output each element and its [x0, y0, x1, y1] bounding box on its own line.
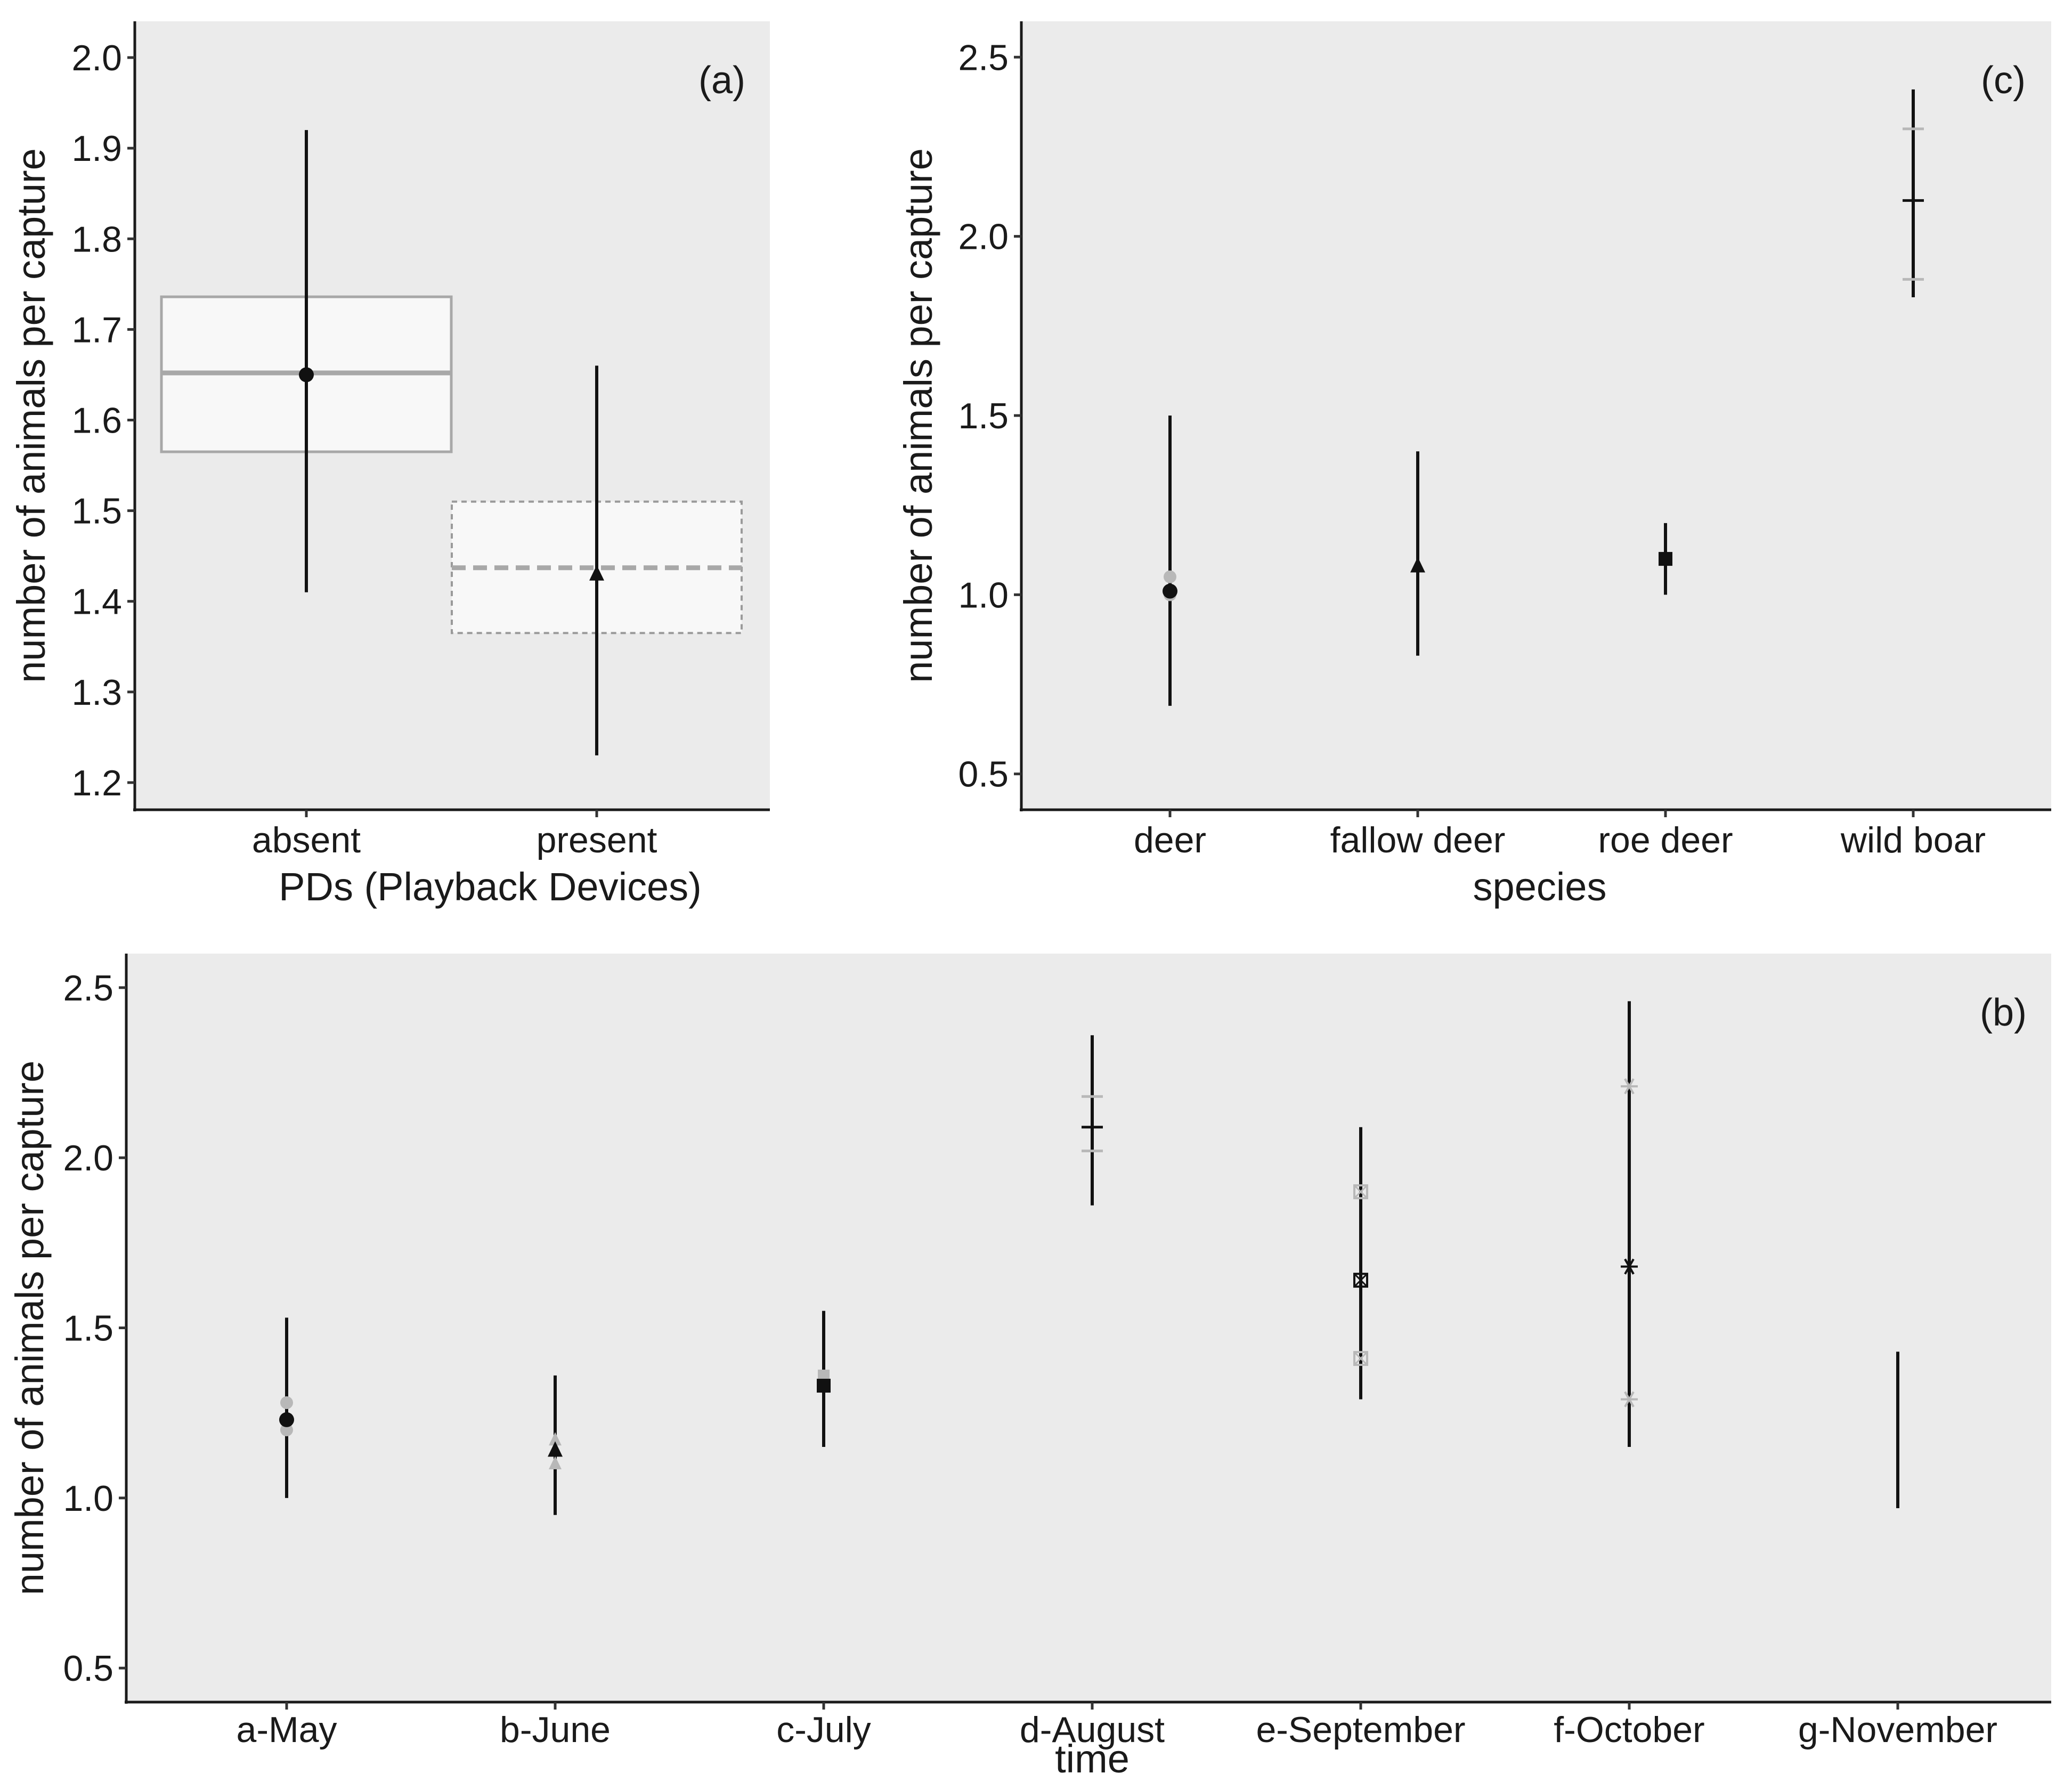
- mean-marker-c-July: [817, 1379, 831, 1393]
- ghost-marker-b-June-0: [549, 1432, 562, 1446]
- x-tick-label: f-October: [1554, 1710, 1704, 1750]
- y-tick-label: 2.5: [958, 37, 1009, 78]
- series-point-absent: [299, 130, 314, 592]
- ghost-marker-a-May-0: [280, 1396, 293, 1409]
- x-axis-title: species: [1473, 865, 1607, 909]
- series-point-fallow deer: [1410, 451, 1425, 656]
- mean-marker-f-October: [1621, 1258, 1638, 1275]
- series-point-d-August: [1082, 1035, 1103, 1206]
- y-tick-label: 2.0: [71, 38, 122, 78]
- y-tick-label: 1.3: [71, 672, 122, 713]
- y-tick-label: 1.6: [71, 401, 122, 441]
- y-tick-label: 1.2: [71, 763, 122, 803]
- mean-marker-roe deer: [1659, 552, 1672, 566]
- x-tick-label: b-June: [500, 1710, 611, 1750]
- mean-marker-fallow deer: [1410, 557, 1425, 573]
- series-point-wild boar: [1903, 89, 1924, 297]
- y-tick-label: 1.5: [958, 396, 1009, 436]
- y-tick-label: 0.5: [63, 1648, 113, 1689]
- x-axis-title: PDs (Playback Devices): [279, 865, 702, 909]
- series-point-f-October: [1621, 1001, 1638, 1447]
- y-tick-label: 1.8: [71, 219, 122, 259]
- mean-marker-e-September-box: [1353, 1273, 1368, 1288]
- x-tick-label: roe deer: [1598, 820, 1733, 860]
- ghost-marker-e-September-0: [1353, 1184, 1368, 1200]
- ghost-marker-f-October-0: [1621, 1078, 1638, 1095]
- mean-marker-deer: [1163, 583, 1177, 599]
- series-point-e-September: [1353, 1127, 1368, 1400]
- y-axis-title: number of animals per capture: [9, 148, 53, 683]
- panel-label-a: (a): [698, 59, 745, 102]
- y-tick-label: 0.5: [958, 754, 1009, 795]
- series-point-c-July: [817, 1311, 831, 1447]
- y-tick-label: 2.0: [958, 217, 1009, 257]
- series-point-b-June: [548, 1375, 563, 1515]
- x-tick-label: wild boar: [1840, 820, 1986, 860]
- y-axis-title: number of animals per capture: [7, 1061, 52, 1596]
- panel-background: [1021, 21, 2051, 810]
- mean-marker-b-June: [548, 1441, 563, 1457]
- ghost-marker-e-September-0-x2: [1353, 1184, 1368, 1199]
- ghost-marker-deer-0: [1164, 570, 1176, 583]
- x-tick-label: fallow deer: [1330, 820, 1506, 860]
- y-tick-label: 1.0: [958, 575, 1009, 615]
- y-tick-label: 1.0: [63, 1478, 113, 1519]
- series-point-deer: [1163, 416, 1177, 706]
- ghost-marker-c-July-0: [818, 1369, 830, 1381]
- ghost-marker-e-September-1-box: [1353, 1350, 1368, 1366]
- y-tick-label: 1.5: [71, 491, 122, 532]
- y-axis-title: number of animals per capture: [896, 148, 940, 683]
- panel-b: 0.5 1.0 1.5 2.0 2.5 a-May b-June c-July d-August…: [7, 954, 2051, 1781]
- series-point-a-May: [279, 1317, 294, 1498]
- x-tick-label: absent: [252, 820, 361, 860]
- y-tick-label: 1.7: [71, 310, 122, 350]
- ghost-marker-b-June-1: [549, 1455, 562, 1469]
- ghost-marker-e-September-1-x2: [1353, 1351, 1368, 1366]
- ghost-marker-f-October-1: [1621, 1391, 1638, 1407]
- x-tick-label: e-September: [1256, 1710, 1465, 1750]
- mean-marker-e-September-x2: [1353, 1273, 1368, 1288]
- x-tick-label: d-August: [1020, 1710, 1165, 1750]
- series-point-roe deer: [1659, 523, 1672, 595]
- x-tick-label: c-July: [776, 1710, 871, 1750]
- panel-label-b: (b): [1980, 991, 2027, 1034]
- mean-marker-e-September: [1353, 1273, 1368, 1288]
- panel-label-c: (c): [1981, 59, 2026, 102]
- ghost-marker-e-September-0-box: [1353, 1184, 1368, 1200]
- y-tick-label: 1.5: [63, 1308, 113, 1349]
- ghost-marker-f-October-0-arm-3: [1624, 1078, 1635, 1095]
- mean-marker-absent: [299, 367, 314, 383]
- x-tick-label: present: [537, 820, 657, 860]
- mean-marker-a-May: [279, 1412, 294, 1427]
- mean-marker-present: [589, 565, 604, 581]
- x-tick-label: g-November: [1798, 1710, 1997, 1750]
- x-axis-title: time: [1055, 1737, 1130, 1781]
- y-tick-label: 2.0: [63, 1138, 113, 1178]
- series-point-present: [589, 365, 604, 755]
- y-tick-label: 2.5: [63, 968, 113, 1008]
- ghost-marker-f-October-1-arm-3: [1624, 1391, 1635, 1407]
- ghost-marker-e-September-1: [1353, 1350, 1368, 1366]
- x-tick-label: a-May: [237, 1710, 337, 1750]
- x-tick-label: deer: [1134, 820, 1206, 860]
- panel-c: 0.5 1.0 1.5 2.0 2.5 deer fallow deer roe deer wi…: [896, 21, 2051, 909]
- mean-marker-f-October-arm-3: [1624, 1258, 1635, 1275]
- y-tick-label: 1.9: [71, 128, 122, 169]
- panel-a: 1.2 1.3 1.4 1.5 1.6 1.7 1.8 1.9 2.0 absent present…: [9, 21, 770, 909]
- panel-background: [126, 954, 2051, 1702]
- ghost-marker-a-May-1: [280, 1423, 293, 1437]
- y-tick-label: 1.4: [71, 582, 122, 622]
